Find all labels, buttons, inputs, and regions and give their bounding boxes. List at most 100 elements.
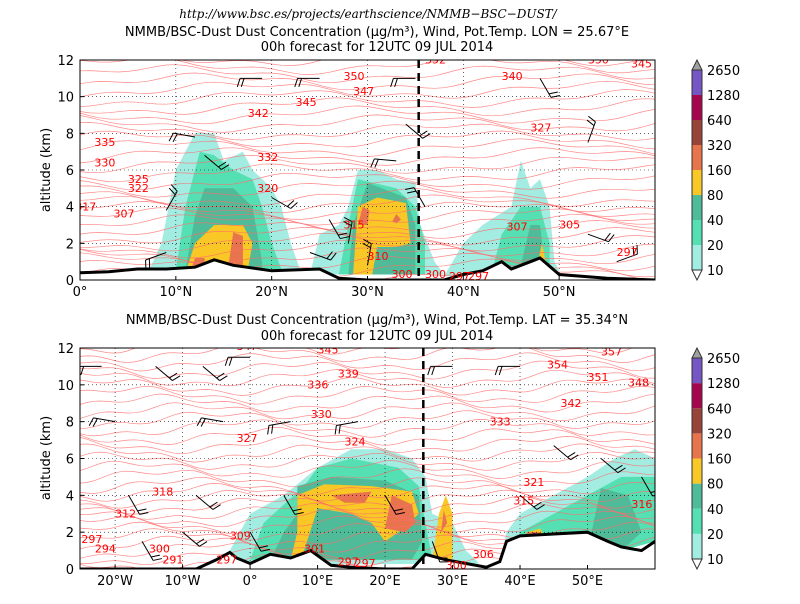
colorbar-extend-min: [692, 270, 702, 280]
wind-barb: [197, 418, 223, 427]
colorbar-extend-min: [692, 559, 702, 569]
potential-temperature-isoline: [80, 122, 665, 140]
wind-barb-feather: [587, 120, 594, 126]
wind-barb-feather: [169, 373, 177, 378]
wind-barb-feather: [93, 419, 97, 427]
colorbar-segment: [692, 70, 702, 95]
isoline-label: 347: [353, 85, 374, 98]
x-tick-label: 10°E: [302, 574, 333, 589]
y-tick-label: 12: [57, 54, 74, 69]
isoline-label: 348: [628, 377, 649, 390]
isoline-label: 345: [318, 344, 339, 357]
colorbar-segment: [692, 170, 702, 195]
wind-barb-feather: [138, 509, 147, 511]
bottom-y-axis-label: altitude (km): [39, 416, 54, 500]
y-tick-label: 4: [66, 201, 74, 216]
wind-barb: [77, 366, 102, 375]
wind-barb-feather: [299, 78, 302, 87]
isoline-label: 350: [344, 70, 365, 83]
colorbar-tick-label: 40: [707, 503, 724, 518]
isoline-label: 330: [94, 156, 115, 169]
wind-barb-shaft: [183, 532, 200, 546]
x-tick-label: 50°E: [572, 574, 603, 589]
isoline-label: 317: [75, 200, 96, 213]
potential-temperature-isoline: [80, 98, 665, 116]
isoline-label: 297: [449, 270, 470, 283]
isoline-label: 347: [237, 340, 258, 353]
isoline-label: 300: [425, 268, 446, 281]
top-chart-title: NMMB/BSC-Dust Dust Concentration (µg/m³)…: [125, 25, 629, 40]
isoline-label: 300: [391, 268, 412, 281]
isoline-label: 297: [216, 553, 237, 566]
isoline-label: 339: [338, 367, 359, 380]
x-tick-label: 30°N: [351, 285, 384, 300]
potential-temperature-isoline: [80, 370, 660, 388]
isoline-label: 321: [523, 476, 544, 489]
wind-barb-feather: [588, 116, 595, 122]
isoline-label: 297: [468, 270, 489, 283]
x-tick-label: 40°N: [447, 285, 480, 300]
isoline-label: 294: [95, 542, 116, 555]
potential-temperature-isoline: [80, 411, 660, 429]
colorbar-tick-label: 160: [707, 453, 732, 468]
top-y-axis-label: altitude (km): [39, 128, 54, 212]
colorbar-tick-label: 10: [707, 553, 724, 568]
isoline-label: 322: [128, 182, 149, 195]
colorbar-segment: [692, 195, 702, 220]
colorbar-segment: [692, 358, 702, 383]
isoline-label: 333: [490, 415, 511, 428]
isoline-label: 305: [559, 219, 580, 232]
colorbar-segment: [692, 145, 702, 170]
wind-barb-shaft: [203, 366, 220, 380]
colorbar-tick-label: 40: [707, 214, 724, 229]
wind-barb-feather: [268, 425, 269, 434]
wind-barb-feather: [568, 452, 576, 457]
plot-area: 3353303253223173073423323203453503473153…: [75, 48, 664, 283]
potential-temperature-isoline: [80, 344, 660, 362]
wind-barb: [371, 159, 396, 168]
isoline-label: 320: [257, 182, 278, 195]
wind-barb-shaft: [588, 234, 609, 242]
y-tick-label: 8: [66, 127, 74, 142]
wind-barb: [554, 446, 578, 460]
wind-barb: [495, 366, 520, 375]
x-tick-label: 40°E: [504, 574, 535, 589]
y-tick-label: 8: [66, 416, 74, 431]
isoline-label: 297: [617, 246, 638, 259]
isoline-label: 354: [547, 358, 568, 371]
colorbar-extend-max: [692, 348, 702, 358]
wind-barb-shaft: [196, 495, 213, 509]
top-chart-subtitle: 00h forecast for 12UTC 09 JUL 2014: [261, 40, 494, 55]
colorbar-tick-label: 80: [707, 189, 724, 204]
isoline-label: 316: [631, 498, 652, 511]
colorbar-segment: [692, 245, 702, 270]
y-tick-label: 0: [66, 274, 74, 289]
isoline-label: 327: [530, 122, 551, 135]
x-tick-label: 20°E: [369, 574, 400, 589]
bottom-chart-subtitle: 00h forecast for 12UTC 09 JUL 2014: [261, 329, 494, 344]
wind-barb-feather: [225, 357, 228, 366]
colorbar-segment: [692, 95, 702, 120]
top-cross-section-plot: 3353303253223173073423323203453503473153…: [57, 48, 664, 300]
potential-temperature-isoline: [80, 65, 665, 83]
colorbar-segment: [692, 459, 702, 484]
colorbar-tick-label: 320: [707, 139, 732, 154]
isoline-label: 306: [473, 548, 494, 561]
y-tick-label: 10: [57, 379, 74, 394]
wind-barb-feather: [495, 366, 498, 375]
x-tick-label: 10°N: [159, 285, 192, 300]
isoline-label: 335: [94, 136, 115, 149]
colorbar-tick-label: 160: [707, 164, 732, 179]
isoline-label: 291: [162, 553, 183, 566]
wind-barb-feather: [153, 559, 162, 561]
wind-barb-feather: [172, 376, 180, 381]
isoline-label: 307: [114, 208, 135, 221]
wind-barb: [203, 366, 227, 380]
wind-barb-shaft: [336, 422, 358, 426]
wind-barb-feather: [571, 455, 579, 460]
colorbar-tick-label: 80: [707, 478, 724, 493]
x-tick-label: 20°W: [97, 574, 133, 589]
